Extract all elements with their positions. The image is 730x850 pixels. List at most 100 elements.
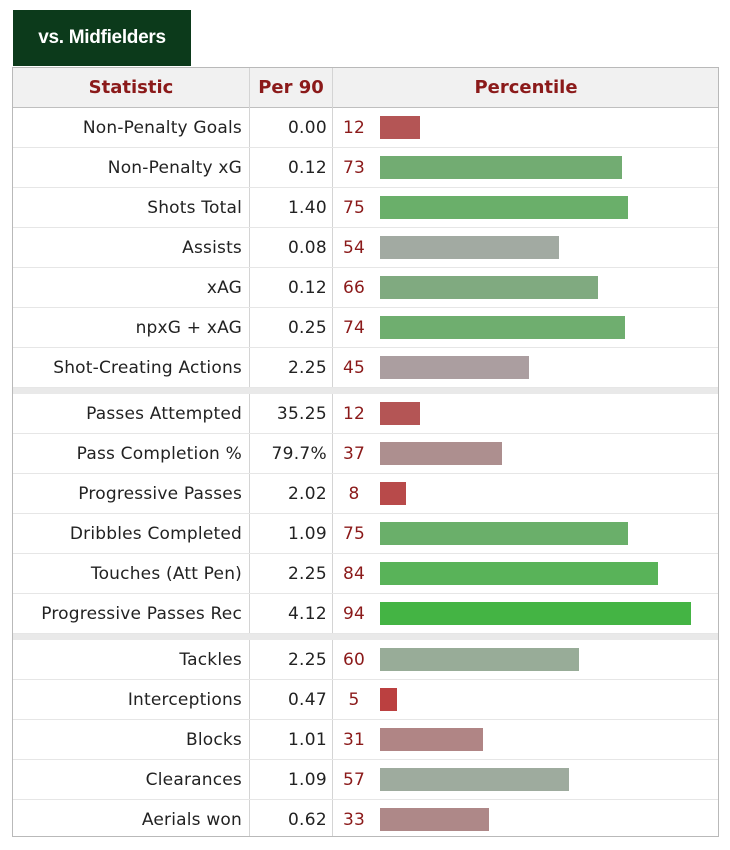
statistic-label: Touches (Att Pen) <box>90 564 242 584</box>
statistic-label: Interceptions <box>127 690 242 710</box>
per90-value: 35.25 <box>276 404 327 424</box>
statistic-label: Non-Penalty xG <box>107 158 242 178</box>
percentile-value: 54 <box>342 238 366 258</box>
per90-value: 0.25 <box>287 318 327 338</box>
per90-value: 4.12 <box>287 604 327 624</box>
per90-value: 0.12 <box>287 278 327 298</box>
percentile-value: 12 <box>342 118 366 138</box>
table-row: Pass Completion % 79.7% 37 <box>13 434 718 474</box>
header-per90[interactable]: Per 90 <box>258 77 324 98</box>
table-row: Non-Penalty xG 0.12 73 <box>13 148 718 188</box>
table-row: Interceptions 0.47 5 <box>13 680 718 720</box>
statistic-label: npxG + xAG <box>135 318 242 338</box>
per90-value: 1.09 <box>287 524 327 544</box>
per90-value: 0.12 <box>287 158 327 178</box>
percentile-value: 73 <box>342 158 366 178</box>
table-row: Passes Attempted 35.25 12 <box>13 394 718 434</box>
table-row: Shot-Creating Actions 2.25 45 <box>13 348 718 388</box>
per90-value: 0.47 <box>287 690 327 710</box>
table-row: Clearances 1.09 57 <box>13 760 718 800</box>
statistic-label: Dribbles Completed <box>69 524 242 544</box>
table-row: npxG + xAG 0.25 74 <box>13 308 718 348</box>
per90-value: 0.62 <box>287 810 327 830</box>
percentile-bar <box>380 156 622 179</box>
percentile-value: 75 <box>342 524 366 544</box>
section-separator <box>13 388 718 394</box>
percentile-bar <box>380 808 489 831</box>
statistic-label: Shot-Creating Actions <box>53 358 242 378</box>
table-row: Blocks 1.01 31 <box>13 720 718 760</box>
table-row: Touches (Att Pen) 2.25 84 <box>13 554 718 594</box>
table-row: Progressive Passes 2.02 8 <box>13 474 718 514</box>
percentile-bar <box>380 602 691 625</box>
percentile-bar <box>380 116 420 139</box>
percentile-bar <box>380 768 569 791</box>
percentile-bar <box>380 356 529 379</box>
per90-value: 0.00 <box>287 118 327 138</box>
percentile-bar <box>380 562 658 585</box>
table-row: Aerials won 0.62 33 <box>13 800 718 840</box>
statistic-label: Non-Penalty Goals <box>82 118 242 138</box>
percentile-bar <box>380 276 598 299</box>
per90-value: 1.01 <box>287 730 327 750</box>
percentile-value: 8 <box>348 484 360 504</box>
table-row: xAG 0.12 66 <box>13 268 718 308</box>
percentile-bar <box>380 196 628 219</box>
per90-value: 79.7% <box>271 444 327 464</box>
percentile-value: 84 <box>342 564 366 584</box>
per90-value: 2.25 <box>287 358 327 378</box>
percentile-bar <box>380 236 559 259</box>
statistic-label: Blocks <box>185 730 242 750</box>
column-divider <box>249 68 250 836</box>
table-row: Shots Total 1.40 75 <box>13 188 718 228</box>
percentile-bar <box>380 728 483 751</box>
header-percentile[interactable]: Percentile <box>474 77 578 98</box>
per90-value: 2.25 <box>287 564 327 584</box>
table-header: Statistic Per 90 Percentile <box>13 68 718 108</box>
percentile-table: Statistic Per 90 Percentile Non-Penalty … <box>12 67 719 837</box>
statistic-label: Passes Attempted <box>86 404 242 424</box>
table-row: Tackles 2.25 60 <box>13 640 718 680</box>
percentile-value: 75 <box>342 198 366 218</box>
percentile-value: 74 <box>342 318 366 338</box>
table-row: Assists 0.08 54 <box>13 228 718 268</box>
tab-vs-midfielders[interactable]: vs. Midfielders <box>13 10 191 66</box>
percentile-value: 94 <box>342 604 366 624</box>
per90-value: 1.40 <box>287 198 327 218</box>
percentile-value: 60 <box>342 650 366 670</box>
percentile-value: 12 <box>342 404 366 424</box>
statistic-label: Shots Total <box>147 198 242 218</box>
statistic-label: Pass Completion % <box>76 444 242 464</box>
statistic-label: Tackles <box>179 650 242 670</box>
table-row: Progressive Passes Rec 4.12 94 <box>13 594 718 634</box>
header-statistic[interactable]: Statistic <box>88 77 174 98</box>
percentile-value: 33 <box>342 810 366 830</box>
percentile-bar <box>380 522 628 545</box>
statistic-label: Clearances <box>145 770 242 790</box>
percentile-bar <box>380 482 406 505</box>
percentile-bar <box>380 442 502 465</box>
percentile-bar <box>380 402 420 425</box>
per90-value: 1.09 <box>287 770 327 790</box>
percentile-bar <box>380 688 397 711</box>
statistic-label: Aerials won <box>141 810 242 830</box>
percentile-value: 5 <box>348 690 360 710</box>
percentile-value: 57 <box>342 770 366 790</box>
percentile-value: 31 <box>342 730 366 750</box>
percentile-bar <box>380 316 625 339</box>
statistic-label: Progressive Passes Rec <box>41 604 242 624</box>
per90-value: 2.02 <box>287 484 327 504</box>
table-row: Dribbles Completed 1.09 75 <box>13 514 718 554</box>
section-separator <box>13 634 718 640</box>
percentile-bar <box>380 648 579 671</box>
statistic-label: xAG <box>206 278 242 298</box>
percentile-value: 37 <box>342 444 366 464</box>
per90-value: 2.25 <box>287 650 327 670</box>
column-divider <box>332 68 333 836</box>
per90-value: 0.08 <box>287 238 327 258</box>
percentile-value: 66 <box>342 278 366 298</box>
percentile-value: 45 <box>342 358 366 378</box>
statistic-label: Assists <box>182 238 242 258</box>
table-row: Non-Penalty Goals 0.00 12 <box>13 108 718 148</box>
statistic-label: Progressive Passes <box>78 484 242 504</box>
